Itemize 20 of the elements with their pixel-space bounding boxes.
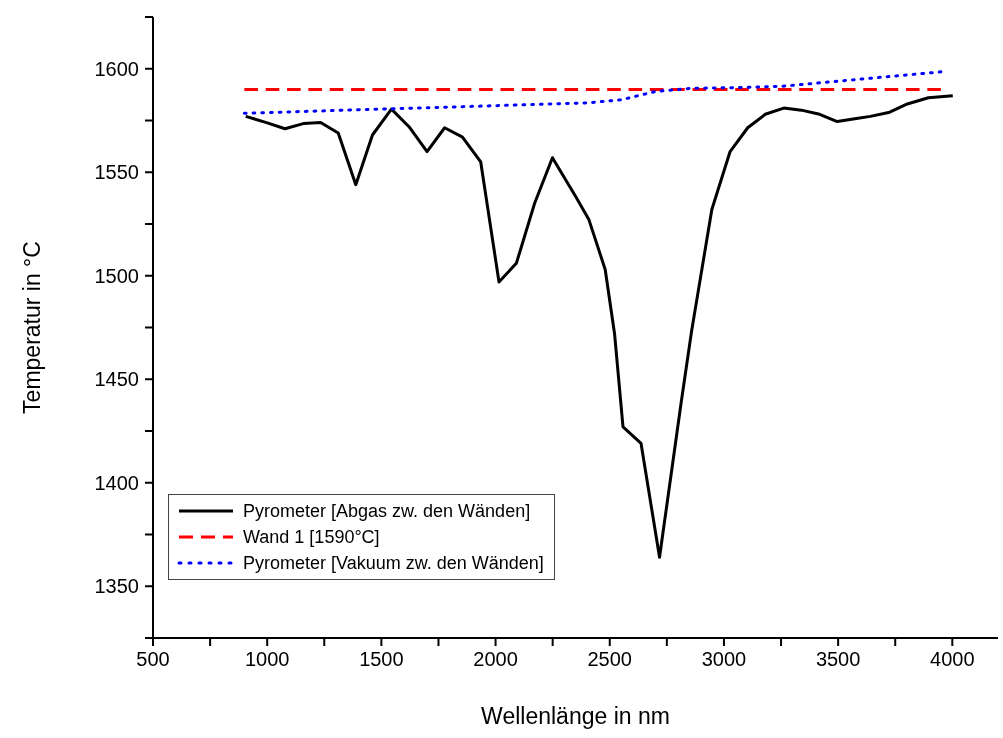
- x-tick-label: 500: [136, 648, 170, 671]
- legend-label: Pyrometer [Abgas zw. den Wänden]: [243, 500, 531, 523]
- x-tick-label: 2000: [473, 648, 518, 671]
- x-axis-title: Wellenlänge in nm: [481, 703, 670, 729]
- legend-label: Pyrometer [Vakuum zw. den Wänden]: [243, 552, 544, 575]
- y-tick-label: 1450: [94, 368, 139, 391]
- y-tick-label: 1600: [94, 57, 139, 80]
- x-tick-label: 4000: [930, 648, 975, 671]
- x-tick-label: 1000: [244, 648, 290, 671]
- y-axis-title: Temperatur in °C: [19, 241, 46, 414]
- x-tick-label: 1500: [359, 648, 404, 671]
- x-tick-label: 3000: [701, 648, 747, 671]
- line-series: [242, 70, 943, 115]
- y-tick-label: 1500: [94, 264, 139, 287]
- x-tick-label: 2500: [587, 648, 633, 671]
- legend-label: Wand 1 [1590°C]: [243, 526, 380, 549]
- y-tick-label: 1350: [94, 575, 139, 598]
- y-tick-label: 1400: [94, 471, 139, 494]
- y-tick-label: 1550: [94, 161, 139, 184]
- x-tick-label: 3500: [815, 648, 861, 671]
